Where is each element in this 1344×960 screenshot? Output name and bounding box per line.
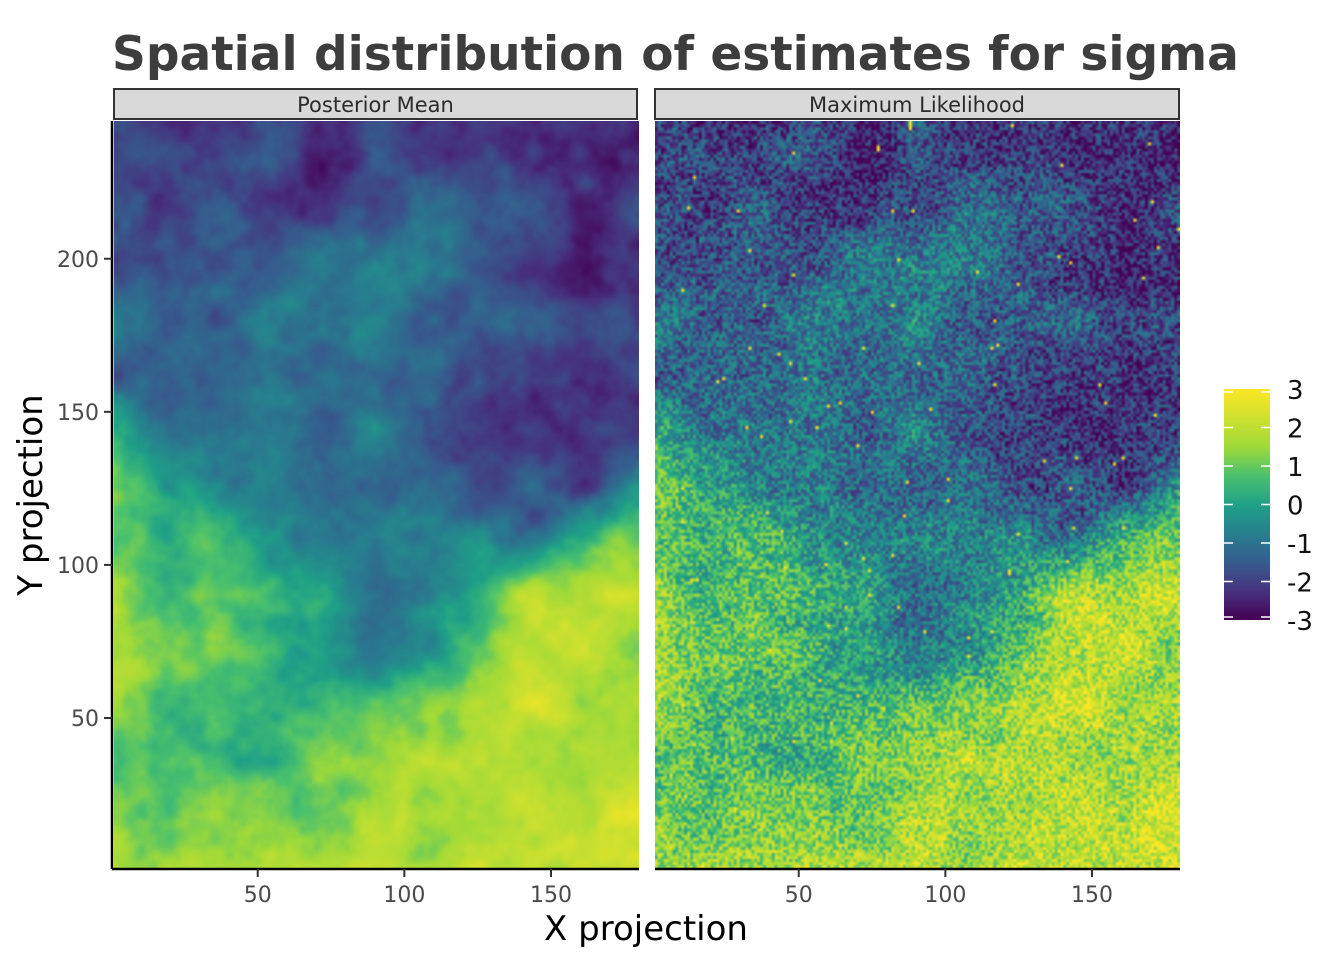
x-tick-label: 150 <box>1071 883 1113 908</box>
heatmap-posterior-mean <box>114 121 639 868</box>
legend-tick-label: 2 <box>1287 415 1304 445</box>
x-tick-label: 50 <box>244 883 272 908</box>
strip-background <box>654 88 1180 120</box>
axis-ticks: 50 100 150 50 100 150 50 100 150 200 <box>57 248 1113 908</box>
panel-posterior-mean: Posterior Mean <box>113 88 639 868</box>
color-legend: 3 2 1 0 -1 -2 -3 <box>1224 376 1313 637</box>
x-tick-label: 50 <box>785 883 813 908</box>
y-tick-label: 100 <box>57 554 99 579</box>
x-tick-label: 100 <box>383 883 425 908</box>
strip-label-posterior-mean: Posterior Mean <box>297 93 454 117</box>
legend-tick-label: -3 <box>1287 607 1313 637</box>
strip-background <box>113 88 638 120</box>
legend-ticks: 3 2 1 0 -1 -2 -3 <box>1224 376 1313 637</box>
y-axis-title: Y projection <box>11 394 51 596</box>
y-tick-label: 150 <box>57 401 99 426</box>
panel-maximum-likelihood: Maximum Likelihood <box>654 88 1180 868</box>
chart-title: Spatial distribution of estimates for si… <box>112 27 1239 82</box>
legend-tick-label: 0 <box>1287 492 1304 522</box>
legend-tick-label: -1 <box>1287 530 1313 560</box>
x-tick-label: 150 <box>530 883 572 908</box>
legend-tick-label: 3 <box>1287 376 1304 406</box>
legend-tick-label: 1 <box>1287 453 1304 483</box>
y-tick-label: 200 <box>57 248 99 273</box>
heatmap-maximum-likelihood <box>655 121 1180 868</box>
strip-label-maximum-likelihood: Maximum Likelihood <box>809 93 1025 117</box>
legend-tick-label: -2 <box>1287 569 1313 599</box>
x-tick-label: 100 <box>924 883 966 908</box>
y-tick-label: 50 <box>71 707 99 732</box>
x-axis-title: X projection <box>544 909 748 949</box>
